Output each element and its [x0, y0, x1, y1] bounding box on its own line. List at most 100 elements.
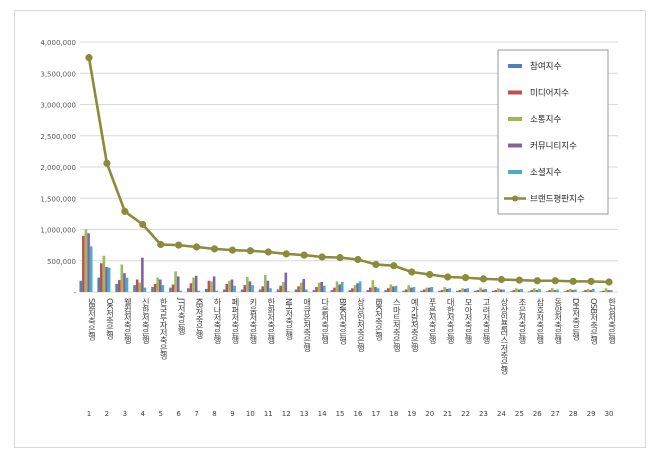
- bar-소통지수: [120, 264, 124, 292]
- bar-소통지수: [443, 287, 446, 292]
- bar-미디어지수: [602, 290, 605, 292]
- bar-미디어지수: [297, 286, 300, 292]
- line-point: [390, 262, 398, 270]
- line-point: [336, 254, 344, 262]
- bar-소통지수: [604, 288, 608, 292]
- legend-swatch: [508, 90, 522, 95]
- x-rank-label: 11: [264, 410, 273, 418]
- x-rank-label: 22: [461, 410, 470, 418]
- bar-소통지수: [102, 255, 106, 292]
- bar-미디어지수: [100, 263, 103, 292]
- bar-참여지수: [438, 290, 441, 292]
- line-point: [282, 250, 290, 258]
- bar-참여지수: [491, 290, 495, 292]
- bar-참여지수: [366, 290, 369, 292]
- bar-소통지수: [156, 277, 159, 292]
- bar-소통지수: [568, 288, 572, 292]
- x-category-label: 애큐온저축은행: [302, 298, 312, 352]
- x-rank-label: 24: [497, 410, 506, 418]
- bar-소통지수: [586, 288, 590, 292]
- bar-소셜지수: [609, 290, 613, 292]
- bar-미디어지수: [494, 290, 498, 292]
- bar-커뮤니티지수: [481, 289, 485, 292]
- x-rank-label: 23: [479, 410, 488, 418]
- bar-미디어지수: [476, 290, 480, 292]
- bar-소통지수: [515, 288, 518, 292]
- bar-참여지수: [402, 290, 405, 292]
- bar-미디어지수: [530, 290, 533, 292]
- bar-참여지수: [187, 288, 190, 292]
- bar-커뮤니티지수: [571, 290, 575, 292]
- bar-참여지수: [222, 289, 226, 292]
- bar-소통지수: [533, 288, 536, 292]
- bar-커뮤니티지수: [535, 290, 539, 292]
- bar-미디어지수: [333, 287, 336, 292]
- bar-커뮤니티지수: [105, 267, 108, 292]
- bar-참여지수: [563, 291, 567, 292]
- bar-참여지수: [474, 290, 477, 292]
- x-rank-label: 13: [300, 410, 309, 418]
- line-point: [264, 248, 272, 256]
- bar-소통지수: [246, 277, 249, 292]
- bar-참여지수: [240, 289, 244, 292]
- bar-미디어지수: [153, 283, 157, 292]
- bar-참여지수: [509, 291, 513, 292]
- bar-소통지수: [425, 287, 428, 292]
- x-rank-label: 6: [176, 410, 181, 418]
- bar-미디어지수: [404, 289, 408, 292]
- bar-소통지수: [299, 282, 303, 292]
- bar-소셜지수: [466, 288, 470, 292]
- bar-커뮤니티지수: [320, 282, 323, 292]
- bar-참여지수: [581, 291, 585, 292]
- line-point: [569, 277, 577, 285]
- legend-label: 미디어지수: [530, 88, 569, 99]
- x-category-label: 한국투자저축은행: [159, 298, 169, 359]
- line-point: [175, 241, 183, 249]
- bar-소통지수: [192, 277, 195, 292]
- line-point: [300, 251, 308, 259]
- bar-소셜지수: [179, 290, 183, 292]
- bar-미디어지수: [566, 290, 569, 292]
- x-category-label: 상상인플러스저축은행: [499, 297, 509, 374]
- x-rank-label: 3: [123, 410, 127, 418]
- bar-소통지수: [281, 282, 285, 292]
- legend-swatch: [508, 64, 522, 68]
- y-tick-label: -: [73, 289, 76, 297]
- x-rank-label: 10: [246, 410, 255, 418]
- y-tick-label: 3,500,000: [40, 70, 76, 78]
- bar-소셜지수: [412, 287, 416, 292]
- y-tick-label: 1,500,000: [40, 195, 76, 203]
- x-category-label: OSB저축은행: [589, 298, 599, 344]
- bar-소셜지수: [484, 288, 487, 292]
- bar-커뮤니티지수: [356, 283, 359, 292]
- bar-참여지수: [133, 285, 136, 292]
- line-point: [426, 270, 434, 279]
- x-category-label: 조은저축은행: [517, 298, 527, 344]
- bar-커뮤니티지수: [141, 257, 144, 292]
- bar-커뮤니티지수: [589, 290, 592, 292]
- bar-참여지수: [545, 291, 549, 292]
- bar-미디어지수: [440, 290, 444, 292]
- bar-소셜지수: [125, 277, 129, 292]
- bar-미디어지수: [82, 235, 85, 292]
- y-tick-label: 2,500,000: [40, 133, 76, 141]
- bar-미디어지수: [207, 280, 211, 292]
- x-category-label: 스마트저축은행: [392, 298, 402, 352]
- bar-참여지수: [456, 290, 459, 292]
- line-point: [533, 277, 541, 285]
- x-category-label: 예가람저축은행: [410, 297, 420, 352]
- bar-커뮤니티지수: [374, 287, 377, 292]
- bar-소셜지수: [143, 287, 147, 292]
- x-rank-label: 2: [105, 410, 109, 418]
- bar-커뮤니티지수: [607, 290, 610, 292]
- bar-소셜지수: [340, 282, 344, 292]
- x-rank-label: 17: [371, 410, 380, 418]
- line-point: [192, 243, 201, 251]
- bar-소셜지수: [520, 288, 523, 292]
- bar-미디어지수: [117, 280, 121, 292]
- line-point: [121, 207, 129, 215]
- bar-미디어지수: [584, 290, 587, 292]
- bar-커뮤니티지수: [302, 278, 306, 292]
- bar-참여지수: [151, 287, 154, 292]
